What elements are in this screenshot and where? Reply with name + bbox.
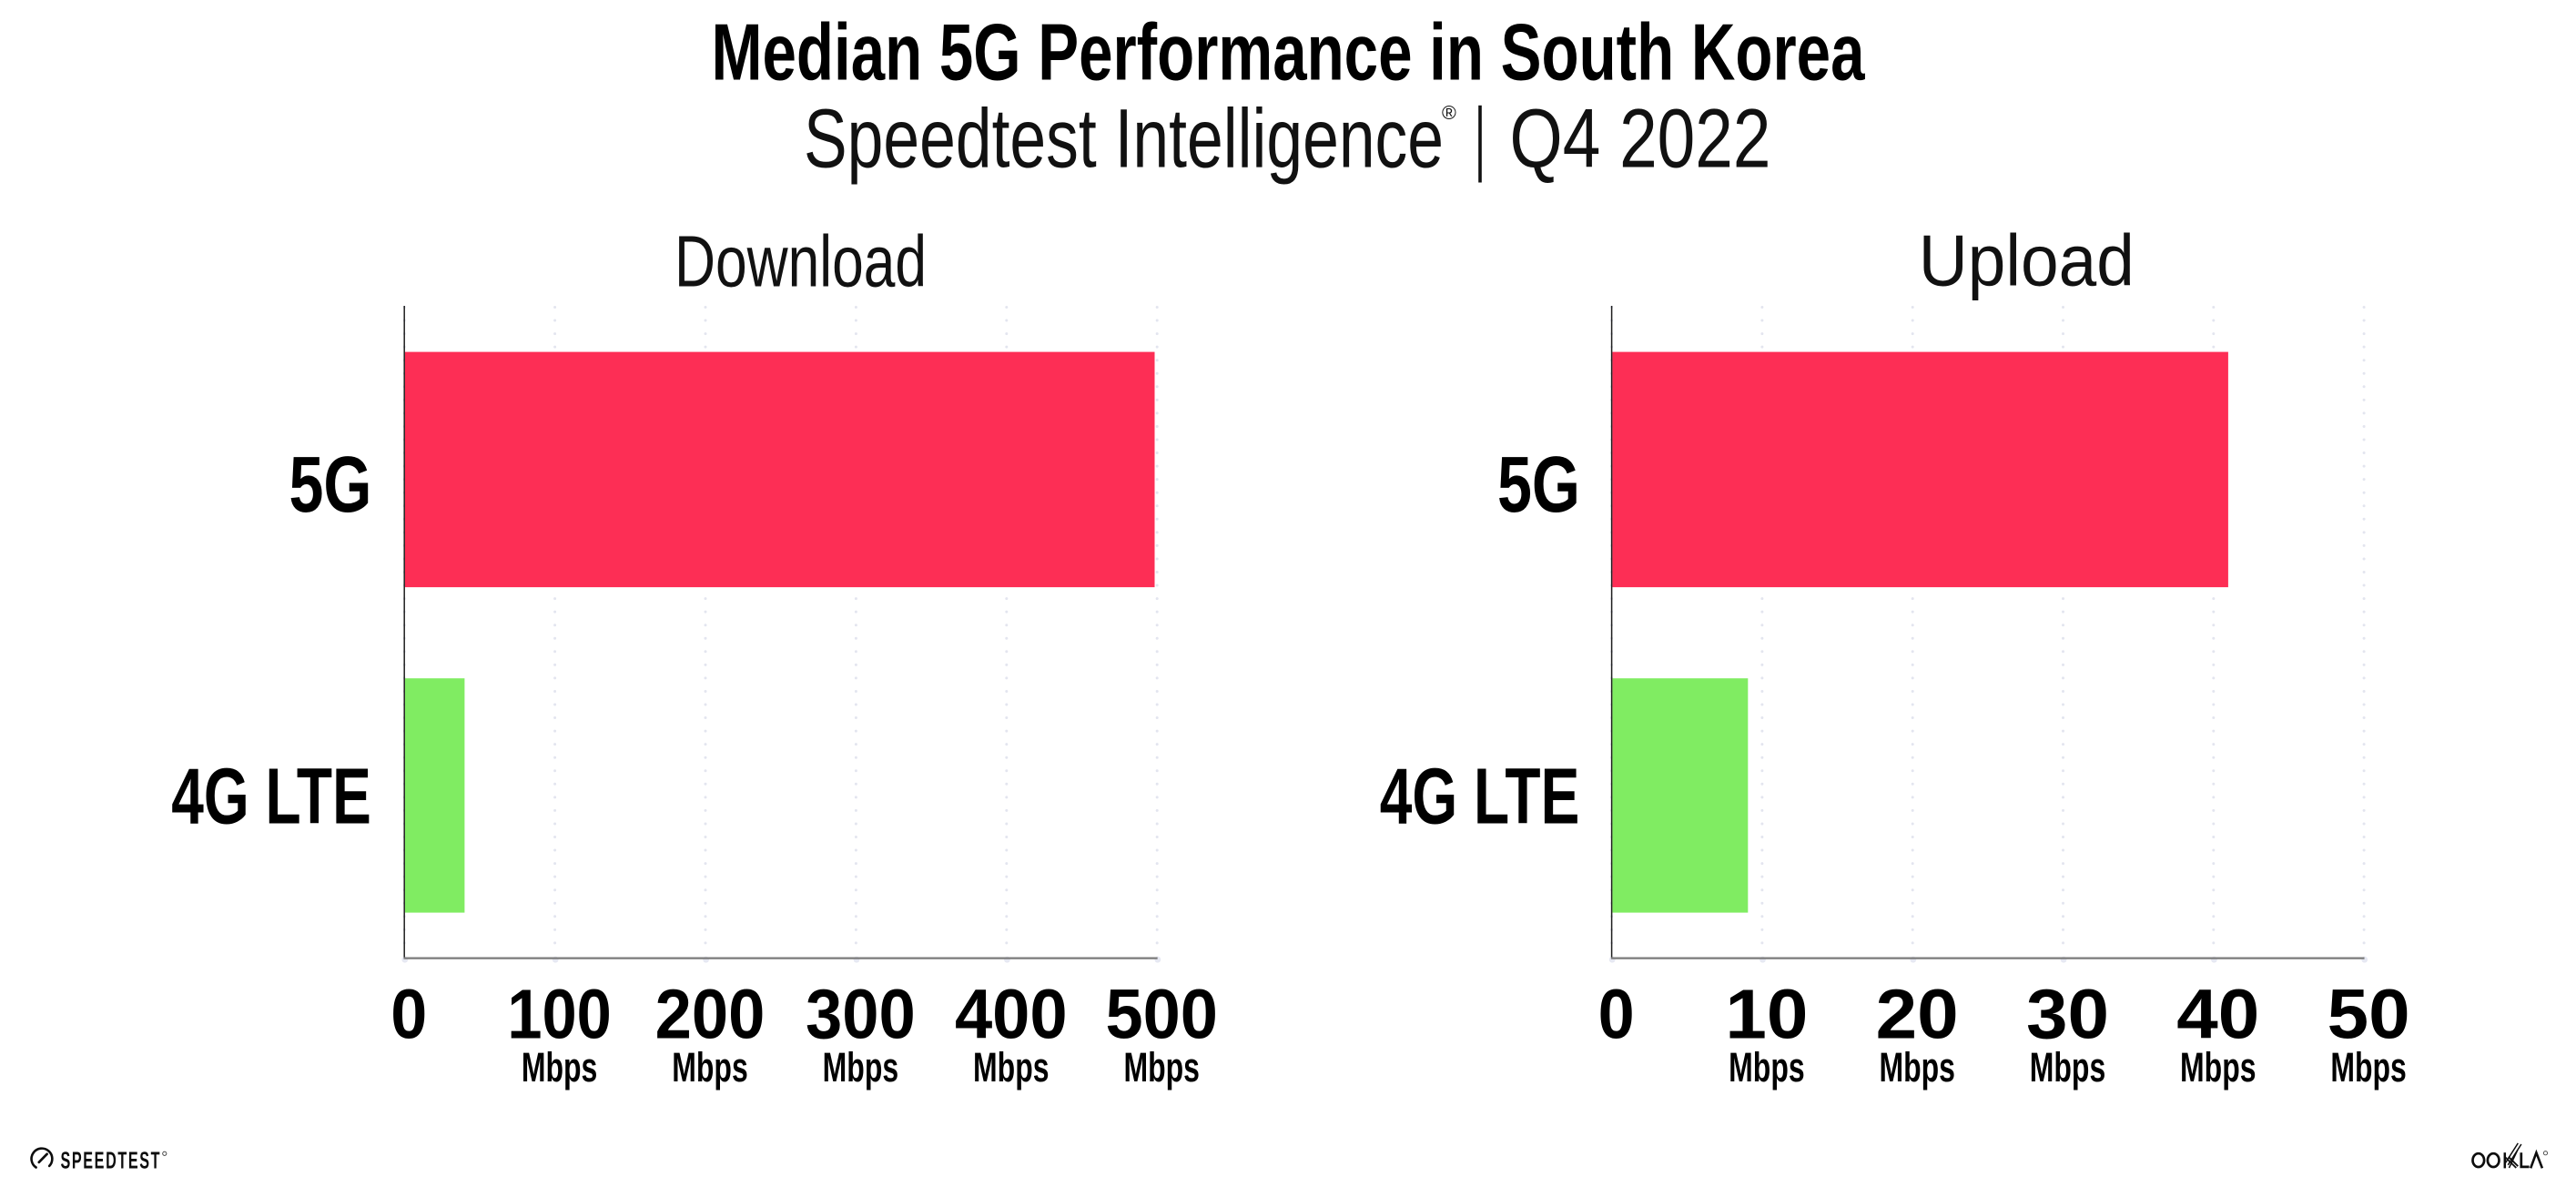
svg-text:Upload: Upload <box>1919 219 2135 300</box>
svg-text:500: 500 <box>1105 976 1218 1054</box>
svg-text:0: 0 <box>390 976 427 1054</box>
svg-text:Mbps: Mbps <box>522 1044 598 1090</box>
svg-text:300: 300 <box>806 976 916 1054</box>
svg-text:30: 30 <box>2026 976 2109 1054</box>
svg-text:40: 40 <box>2176 976 2259 1054</box>
svg-text:Mbps: Mbps <box>2330 1044 2407 1090</box>
svg-text:10: 10 <box>1725 976 1808 1054</box>
svg-text:Median 5G Performance in South: Median 5G Performance in South Korea <box>712 7 1866 97</box>
svg-text:Q4 2022: Q4 2022 <box>1510 93 1771 186</box>
svg-text:Mbps: Mbps <box>2180 1044 2257 1090</box>
svg-text:Mbps: Mbps <box>672 1044 748 1090</box>
svg-text:4G LTE: 4G LTE <box>171 752 371 840</box>
svg-text:4G LTE: 4G LTE <box>1380 752 1580 840</box>
svg-text:100: 100 <box>507 976 611 1054</box>
svg-text:5G: 5G <box>289 441 372 529</box>
svg-text:400: 400 <box>955 976 1068 1054</box>
svg-text:0: 0 <box>1598 976 1635 1054</box>
svg-text:Mbps: Mbps <box>823 1044 899 1090</box>
svg-text:Download: Download <box>674 221 927 302</box>
svg-text:Mbps: Mbps <box>2030 1044 2106 1090</box>
svg-text:50: 50 <box>2328 976 2410 1054</box>
svg-text:Mbps: Mbps <box>1879 1044 1955 1090</box>
svg-text:Mbps: Mbps <box>1123 1044 1200 1090</box>
svg-text:20: 20 <box>1876 976 1959 1054</box>
svg-text:SPEEDTEST: SPEEDTEST <box>61 1149 162 1174</box>
svg-text:5G: 5G <box>1497 441 1580 529</box>
svg-text:Mbps: Mbps <box>1729 1044 1805 1090</box>
svg-text:Mbps: Mbps <box>973 1044 1050 1090</box>
svg-text:Speedtest Intelligence: Speedtest Intelligence <box>804 93 1444 186</box>
svg-text:200: 200 <box>655 976 766 1054</box>
svg-text:®: ® <box>1442 102 1456 124</box>
